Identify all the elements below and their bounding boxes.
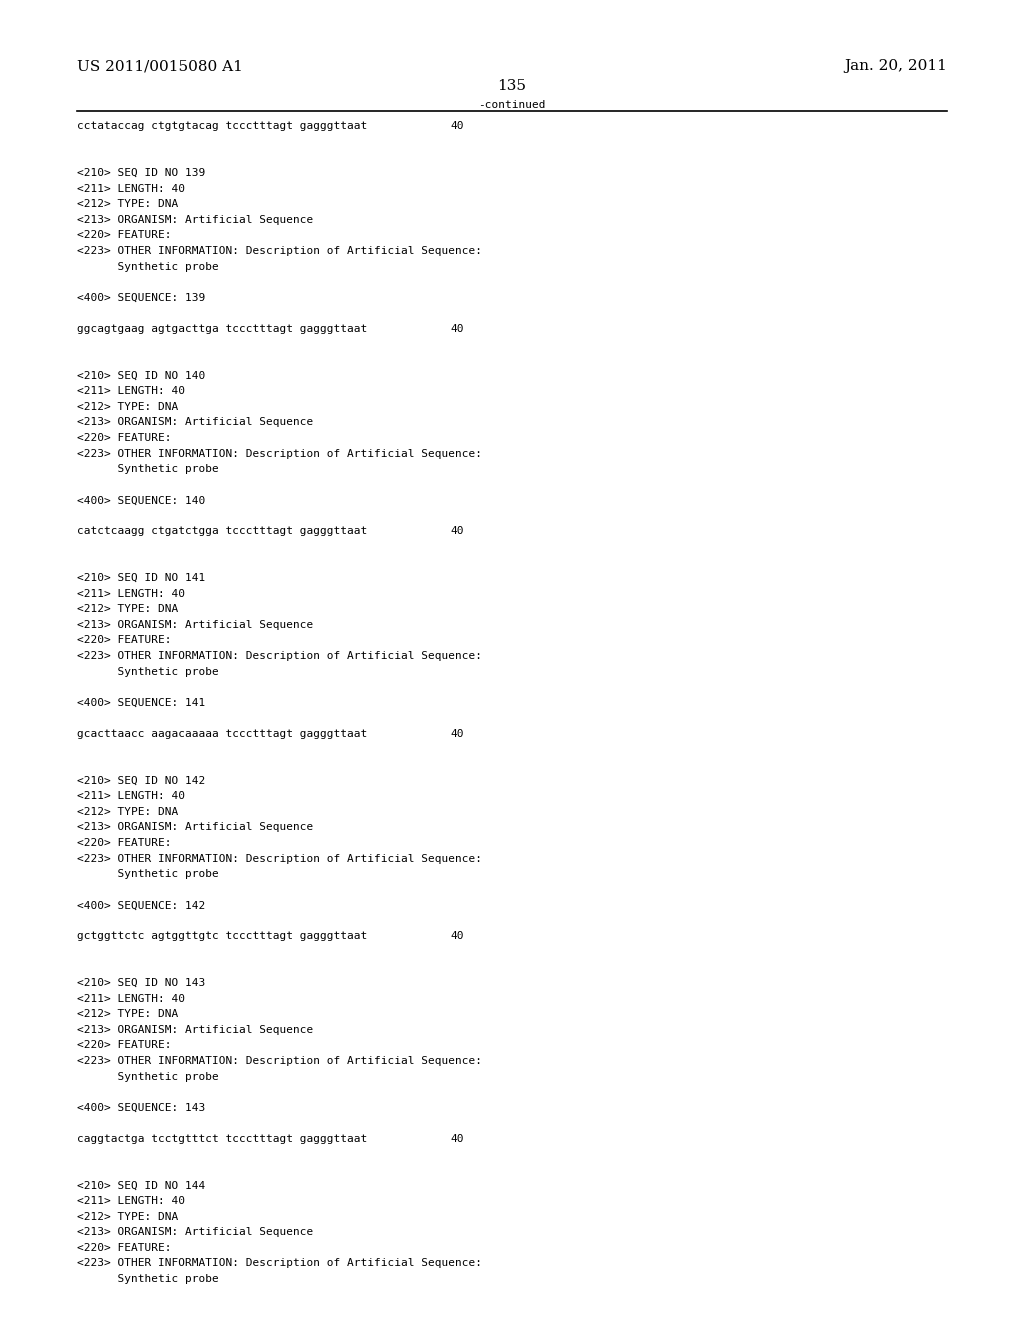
Text: <400> SEQUENCE: 142: <400> SEQUENCE: 142 xyxy=(77,900,205,911)
Text: <210> SEQ ID NO 143: <210> SEQ ID NO 143 xyxy=(77,978,205,989)
Text: <211> LENGTH: 40: <211> LENGTH: 40 xyxy=(77,589,184,599)
Text: <223> OTHER INFORMATION: Description of Artificial Sequence:: <223> OTHER INFORMATION: Description of … xyxy=(77,246,482,256)
Text: Jan. 20, 2011: Jan. 20, 2011 xyxy=(845,59,947,74)
Text: <220> FEATURE:: <220> FEATURE: xyxy=(77,433,171,444)
Text: <220> FEATURE:: <220> FEATURE: xyxy=(77,1243,171,1253)
Text: 40: 40 xyxy=(451,1134,464,1144)
Text: catctcaagg ctgatctgga tccctttagt gagggttaat: catctcaagg ctgatctgga tccctttagt gagggtt… xyxy=(77,527,367,536)
Text: <210> SEQ ID NO 140: <210> SEQ ID NO 140 xyxy=(77,371,205,380)
Text: <220> FEATURE:: <220> FEATURE: xyxy=(77,635,171,645)
Text: gctggttctc agtggttgtc tccctttagt gagggttaat: gctggttctc agtggttgtc tccctttagt gagggtt… xyxy=(77,932,367,941)
Text: <213> ORGANISM: Artificial Sequence: <213> ORGANISM: Artificial Sequence xyxy=(77,620,313,630)
Text: <400> SEQUENCE: 143: <400> SEQUENCE: 143 xyxy=(77,1102,205,1113)
Text: US 2011/0015080 A1: US 2011/0015080 A1 xyxy=(77,59,243,74)
Text: <210> SEQ ID NO 142: <210> SEQ ID NO 142 xyxy=(77,776,205,785)
Text: <213> ORGANISM: Artificial Sequence: <213> ORGANISM: Artificial Sequence xyxy=(77,1024,313,1035)
Text: <212> TYPE: DNA: <212> TYPE: DNA xyxy=(77,199,178,210)
Text: <213> ORGANISM: Artificial Sequence: <213> ORGANISM: Artificial Sequence xyxy=(77,215,313,224)
Text: <211> LENGTH: 40: <211> LENGTH: 40 xyxy=(77,994,184,1003)
Text: <400> SEQUENCE: 139: <400> SEQUENCE: 139 xyxy=(77,293,205,302)
Text: <213> ORGANISM: Artificial Sequence: <213> ORGANISM: Artificial Sequence xyxy=(77,417,313,428)
Text: <223> OTHER INFORMATION: Description of Artificial Sequence:: <223> OTHER INFORMATION: Description of … xyxy=(77,1258,482,1269)
Text: <223> OTHER INFORMATION: Description of Artificial Sequence:: <223> OTHER INFORMATION: Description of … xyxy=(77,1056,482,1067)
Text: <211> LENGTH: 40: <211> LENGTH: 40 xyxy=(77,183,184,194)
Text: Synthetic probe: Synthetic probe xyxy=(77,869,218,879)
Text: <220> FEATURE:: <220> FEATURE: xyxy=(77,1040,171,1051)
Text: <212> TYPE: DNA: <212> TYPE: DNA xyxy=(77,807,178,817)
Text: 40: 40 xyxy=(451,729,464,739)
Text: 135: 135 xyxy=(498,79,526,94)
Text: <212> TYPE: DNA: <212> TYPE: DNA xyxy=(77,1212,178,1222)
Text: Synthetic probe: Synthetic probe xyxy=(77,667,218,677)
Text: <213> ORGANISM: Artificial Sequence: <213> ORGANISM: Artificial Sequence xyxy=(77,1228,313,1237)
Text: 40: 40 xyxy=(451,527,464,536)
Text: Synthetic probe: Synthetic probe xyxy=(77,261,218,272)
Text: Synthetic probe: Synthetic probe xyxy=(77,1072,218,1081)
Text: 40: 40 xyxy=(451,323,464,334)
Text: -continued: -continued xyxy=(478,100,546,111)
Text: 40: 40 xyxy=(451,121,464,132)
Text: 40: 40 xyxy=(451,932,464,941)
Text: <211> LENGTH: 40: <211> LENGTH: 40 xyxy=(77,387,184,396)
Text: <211> LENGTH: 40: <211> LENGTH: 40 xyxy=(77,1196,184,1206)
Text: cctataccag ctgtgtacag tccctttagt gagggttaat: cctataccag ctgtgtacag tccctttagt gagggtt… xyxy=(77,121,367,132)
Text: Synthetic probe: Synthetic probe xyxy=(77,465,218,474)
Text: gcacttaacc aagacaaaaa tccctttagt gagggttaat: gcacttaacc aagacaaaaa tccctttagt gagggtt… xyxy=(77,729,367,739)
Text: <223> OTHER INFORMATION: Description of Artificial Sequence:: <223> OTHER INFORMATION: Description of … xyxy=(77,651,482,661)
Text: <220> FEATURE:: <220> FEATURE: xyxy=(77,838,171,847)
Text: <223> OTHER INFORMATION: Description of Artificial Sequence:: <223> OTHER INFORMATION: Description of … xyxy=(77,854,482,863)
Text: <210> SEQ ID NO 141: <210> SEQ ID NO 141 xyxy=(77,573,205,583)
Text: <400> SEQUENCE: 140: <400> SEQUENCE: 140 xyxy=(77,495,205,506)
Text: <212> TYPE: DNA: <212> TYPE: DNA xyxy=(77,401,178,412)
Text: <210> SEQ ID NO 139: <210> SEQ ID NO 139 xyxy=(77,168,205,178)
Text: <223> OTHER INFORMATION: Description of Artificial Sequence:: <223> OTHER INFORMATION: Description of … xyxy=(77,449,482,458)
Text: <213> ORGANISM: Artificial Sequence: <213> ORGANISM: Artificial Sequence xyxy=(77,822,313,833)
Text: <212> TYPE: DNA: <212> TYPE: DNA xyxy=(77,1010,178,1019)
Text: <210> SEQ ID NO 144: <210> SEQ ID NO 144 xyxy=(77,1180,205,1191)
Text: caggtactga tcctgtttct tccctttagt gagggttaat: caggtactga tcctgtttct tccctttagt gagggtt… xyxy=(77,1134,367,1144)
Text: ggcagtgaag agtgacttga tccctttagt gagggttaat: ggcagtgaag agtgacttga tccctttagt gagggtt… xyxy=(77,323,367,334)
Text: <212> TYPE: DNA: <212> TYPE: DNA xyxy=(77,605,178,614)
Text: <211> LENGTH: 40: <211> LENGTH: 40 xyxy=(77,791,184,801)
Text: <220> FEATURE:: <220> FEATURE: xyxy=(77,231,171,240)
Text: Synthetic probe: Synthetic probe xyxy=(77,1274,218,1284)
Text: <400> SEQUENCE: 141: <400> SEQUENCE: 141 xyxy=(77,698,205,708)
